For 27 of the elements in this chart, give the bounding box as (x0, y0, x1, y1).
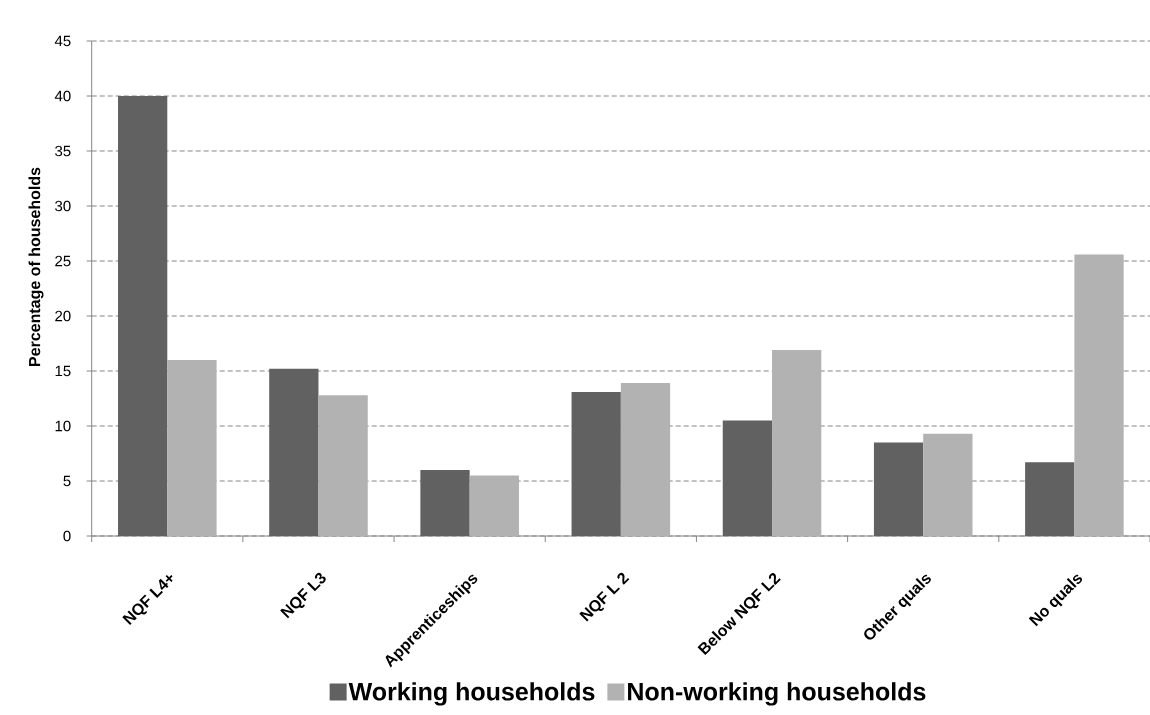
bar (772, 350, 822, 536)
y-tick-label: 15 (55, 365, 71, 377)
y-tick-label: 10 (55, 420, 71, 432)
bar (873, 442, 924, 536)
bar (1025, 462, 1075, 536)
legend-label: Working households (348, 682, 595, 706)
bar (318, 395, 368, 536)
y-tick-label: 45 (54, 35, 71, 47)
y-tick-label: 20 (55, 310, 71, 322)
bar (1074, 254, 1124, 536)
y-tick-label: 30 (55, 200, 71, 212)
bar (571, 391, 621, 536)
y-tick-label: 35 (55, 145, 71, 157)
y-tick-label: 40 (54, 90, 71, 102)
y-tick-label: 5 (63, 475, 71, 487)
y-tick-label: 25 (55, 255, 71, 267)
y-axis-title: Percentage of households (28, 167, 44, 366)
bar (269, 368, 319, 536)
legend-label: Non-working households (628, 682, 926, 706)
bar (923, 433, 973, 536)
bar (118, 96, 168, 536)
bar (620, 383, 671, 536)
bar (722, 420, 773, 536)
y-tick-label: 0 (63, 530, 71, 542)
bar (469, 475, 519, 536)
bar (167, 360, 217, 536)
bar (420, 470, 470, 536)
